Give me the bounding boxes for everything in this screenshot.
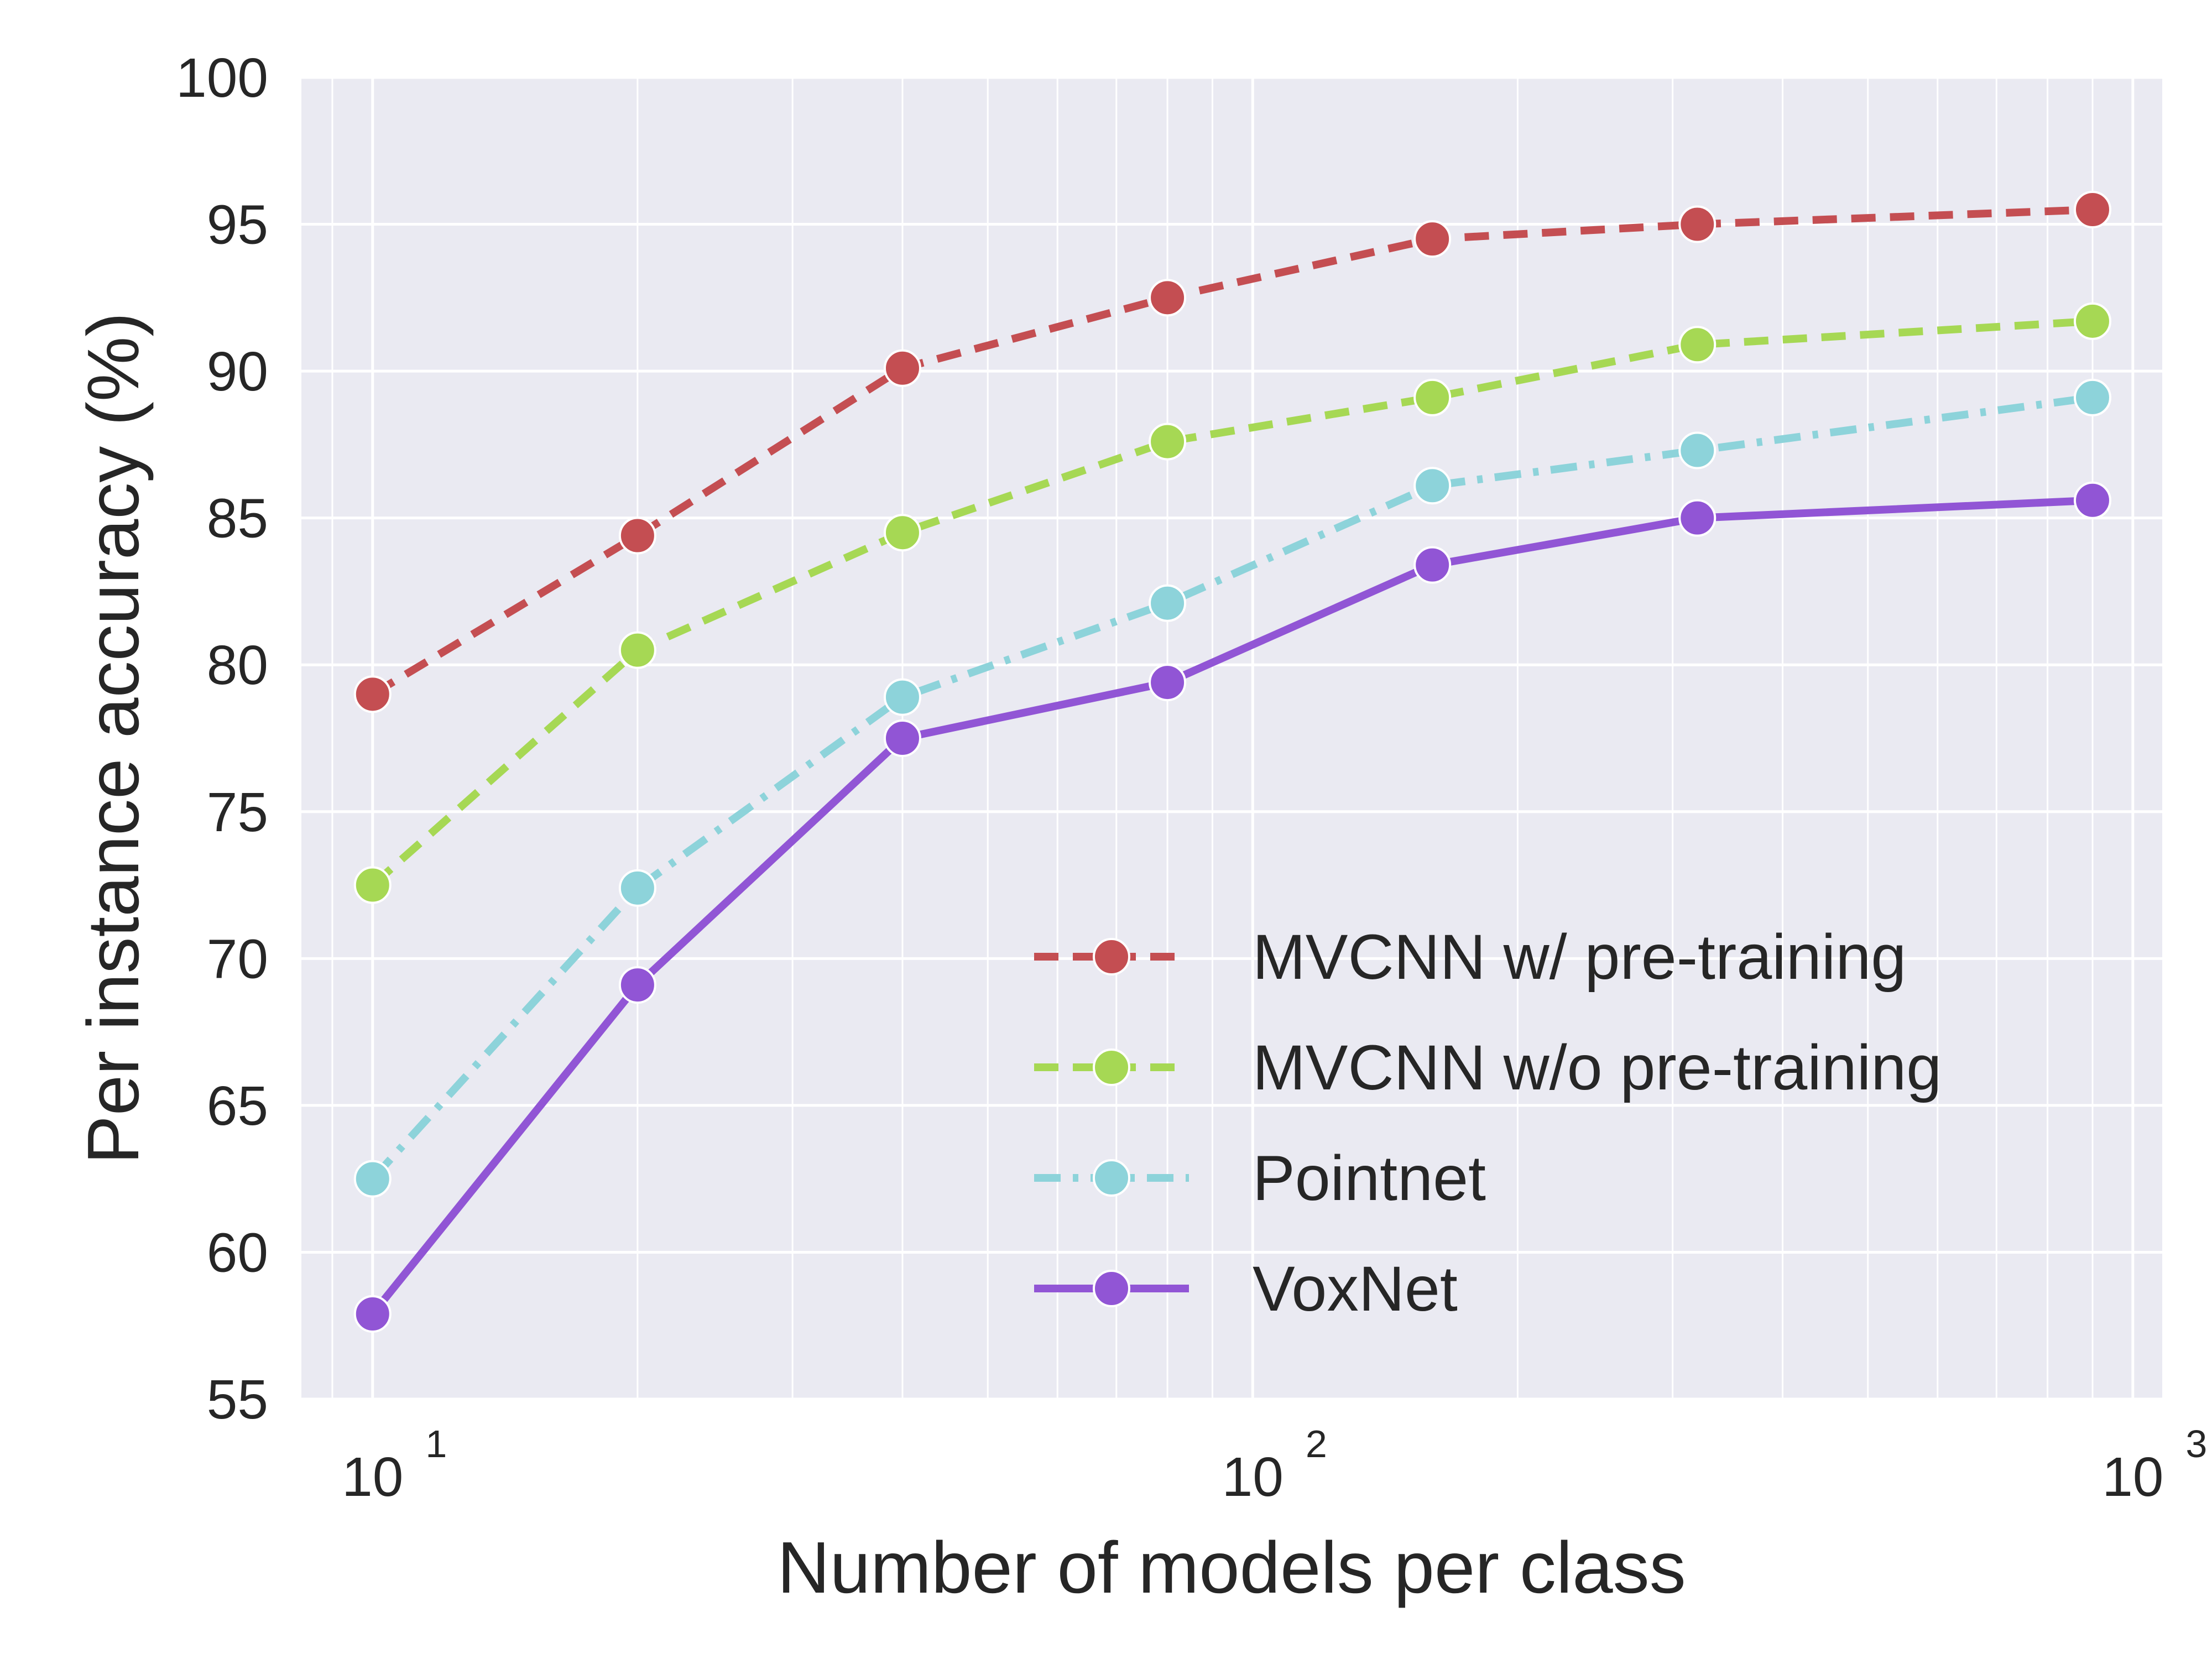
x-tick-label: 10 [1222, 1446, 1284, 1508]
series-2 [353, 302, 2111, 904]
x-tick-exponent: 3 [2185, 1422, 2207, 1465]
y-tick-label: 80 [207, 634, 268, 696]
y-tick-label: 65 [207, 1075, 268, 1137]
data-point [618, 517, 656, 555]
legend: MVCNN w/ pre-training MVCNN w/o pre-train… [1034, 922, 1942, 1324]
data-point [2073, 378, 2111, 416]
legend-label: VoxNet [1253, 1254, 1458, 1324]
major-grid [301, 76, 2162, 1401]
data-point [1413, 378, 1452, 416]
data-point [353, 1295, 392, 1333]
series-layer [353, 191, 2111, 1333]
data-point [1678, 205, 1717, 243]
data-point [1149, 279, 1187, 317]
data-point [1678, 499, 1717, 537]
data-point [1149, 584, 1187, 622]
legend-label: MVCNN w/o pre-training [1253, 1032, 1942, 1103]
data-point [353, 866, 392, 904]
data-point [1413, 467, 1452, 505]
y-tick-label: 100 [176, 47, 268, 109]
x-tick-exponent: 2 [1306, 1422, 1327, 1465]
y-tick-label: 95 [207, 194, 268, 256]
legend-label: MVCNN w/ pre-training [1253, 922, 1906, 993]
y-tick-label: 70 [207, 928, 268, 990]
data-point [353, 1160, 392, 1198]
legend-marker [1093, 1159, 1130, 1197]
data-point [1413, 220, 1452, 258]
data-point [2073, 481, 2111, 519]
data-point [883, 514, 921, 552]
x-tick-label: 10 [2102, 1446, 2163, 1508]
legend-marker [1093, 938, 1130, 975]
y-tick-label: 85 [207, 488, 268, 550]
minor-grid [331, 77, 2094, 1399]
x-tick-label: 10 [342, 1446, 403, 1508]
data-point [883, 349, 921, 387]
plot-background [301, 77, 2162, 1399]
y-tick-label: 75 [207, 781, 268, 843]
data-point [1413, 546, 1452, 584]
legend-marker [1093, 1270, 1130, 1307]
data-point [1149, 422, 1187, 461]
y-tick-label: 90 [207, 341, 268, 403]
legend-label: Pointnet [1253, 1143, 1486, 1214]
data-point [883, 719, 921, 757]
series-4 [353, 481, 2111, 1333]
y-tick-label: 55 [207, 1369, 268, 1431]
y-tick-labels: 55 60 65 70 75 80 85 90 95 100 [176, 47, 268, 1431]
data-point [2073, 191, 2111, 228]
data-point [2073, 302, 2111, 340]
data-point [883, 678, 921, 716]
series-1 [353, 191, 2111, 713]
y-tick-label: 60 [207, 1222, 268, 1284]
data-point [1678, 431, 1717, 469]
data-point [353, 675, 392, 713]
data-point [618, 631, 656, 669]
data-point [1678, 326, 1717, 364]
data-point [1149, 664, 1187, 702]
y-axis-label: Per instance accuracy (%) [72, 312, 154, 1165]
x-axis-label: Number of models per class [777, 1527, 1686, 1608]
legend-marker [1093, 1048, 1130, 1086]
data-point [618, 966, 656, 1004]
x-tick-labels: 10 1 10 2 10 3 [342, 1422, 2207, 1508]
series-3 [353, 378, 2111, 1198]
data-point [618, 869, 656, 907]
x-tick-exponent: 1 [425, 1422, 447, 1465]
